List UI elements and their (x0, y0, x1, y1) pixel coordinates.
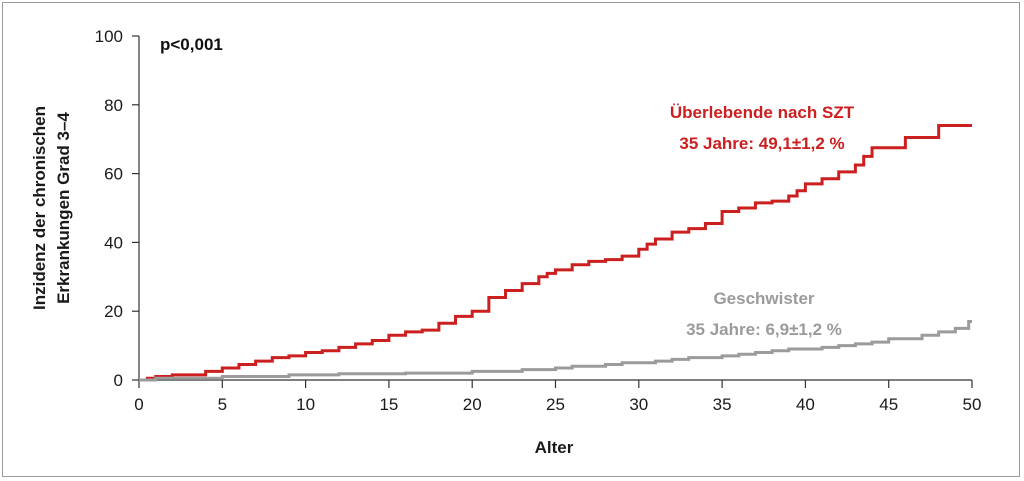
x-axis-ticks: 0 5 10 15 20 25 30 35 40 45 50 (134, 380, 981, 414)
x-tick-label: 20 (463, 395, 482, 414)
x-tick-label: 0 (134, 395, 143, 414)
series-label-geschwister: Geschwister (713, 289, 814, 308)
x-tick-label: 40 (796, 395, 815, 414)
x-tick-label: 10 (296, 395, 315, 414)
series-label-szt: Überlebende nach SZT (670, 103, 855, 122)
x-tick-label: 5 (218, 395, 227, 414)
x-tick-label: 50 (963, 395, 982, 414)
x-tick-label: 45 (879, 395, 898, 414)
x-axis-title: Alter (535, 438, 574, 457)
series-line-geschwister (139, 320, 972, 382)
series-sublabel-geschwister: 35 Jahre: 6,9±1,2 % (686, 320, 842, 339)
y-tick-label: 40 (104, 233, 123, 252)
y-tick-label: 100 (95, 27, 123, 46)
y-tick-label: 80 (104, 96, 123, 115)
x-tick-label: 25 (546, 395, 565, 414)
p-value-annotation: p<0,001 (160, 35, 223, 54)
series-layer (139, 123, 972, 382)
y-axis-title-line1: Inzidenz der chronischen (30, 106, 49, 310)
x-tick-label: 30 (629, 395, 648, 414)
y-tick-label: 0 (114, 371, 123, 390)
y-axis-title-line2: Erkrankungen Grad 3–4 (54, 112, 73, 304)
series-sublabel-szt: 35 Jahre: 49,1±1,2 % (679, 134, 844, 153)
y-axis-ticks: 0 20 40 60 80 100 (95, 27, 139, 390)
x-tick-label: 35 (713, 395, 732, 414)
y-tick-label: 60 (104, 165, 123, 184)
x-tick-label: 15 (379, 395, 398, 414)
y-tick-label: 20 (104, 302, 123, 321)
series-line-szt (139, 123, 972, 382)
